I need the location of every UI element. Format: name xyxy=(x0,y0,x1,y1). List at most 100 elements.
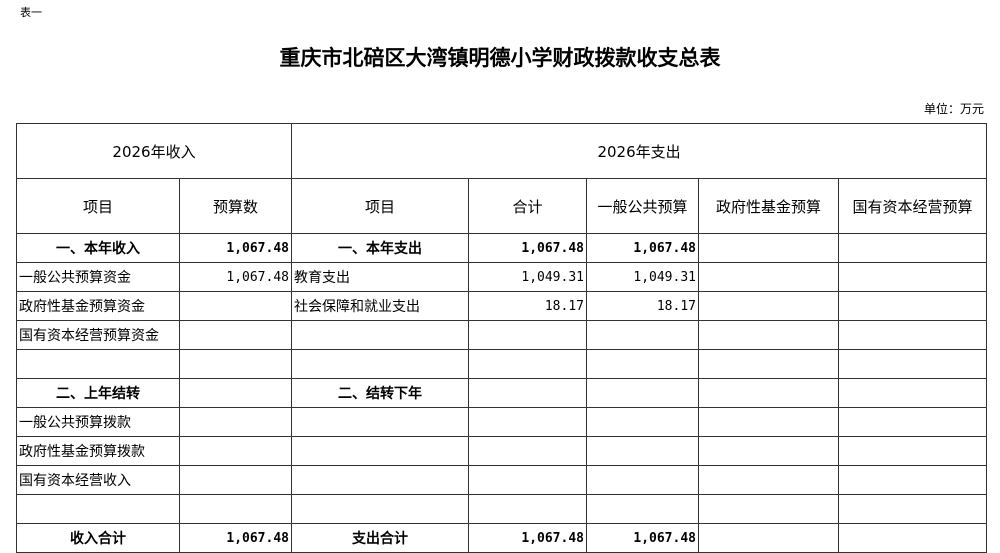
table-cell: 18.17 xyxy=(586,291,699,321)
table-cell xyxy=(468,407,587,437)
table-cell xyxy=(837,349,988,379)
table-cell xyxy=(837,436,988,466)
table-cell xyxy=(698,465,839,495)
table-cell xyxy=(837,378,988,408)
table-cell xyxy=(291,436,469,466)
column-header-row: 项目 预算数 项目 合计 一般公共预算 政府性基金预算 国有资本经营预算 xyxy=(16,178,988,234)
table-cell xyxy=(837,465,988,495)
column-header: 合计 xyxy=(468,178,587,234)
table-cell: 1,067.48 xyxy=(179,262,292,292)
column-header: 预算数 xyxy=(179,178,292,234)
table-row: 政府性基金预算资金 社会保障和就业支出 18.17 18.17 xyxy=(16,291,988,321)
table-cell xyxy=(698,436,839,466)
table-cell xyxy=(837,523,988,553)
table-cell xyxy=(586,378,699,408)
column-header: 一般公共预算 xyxy=(586,178,699,234)
page-title: 重庆市北碚区大湾镇明德小学财政拨款收支总表 xyxy=(279,45,721,70)
table-cell xyxy=(837,262,988,292)
table-cell xyxy=(698,349,839,379)
table-cell xyxy=(291,320,469,350)
table-cell: 国有资本经营收入 xyxy=(16,465,180,495)
table-cell: 一般公共预算拨款 xyxy=(16,407,180,437)
table-cell xyxy=(291,494,469,524)
table-cell: 二、结转下年 xyxy=(291,378,469,408)
table-cell xyxy=(837,291,988,321)
table-cell xyxy=(291,349,469,379)
table-row: 一般公共预算资金 1,067.48 教育支出 1,049.31 1,049.31 xyxy=(16,262,988,292)
table-cell: 18.17 xyxy=(468,291,587,321)
table-cell xyxy=(179,349,292,379)
table-cell xyxy=(698,233,839,263)
table-cell xyxy=(586,494,699,524)
column-header: 项目 xyxy=(16,178,180,234)
table-cell xyxy=(586,320,699,350)
table-cell xyxy=(698,523,839,553)
table-cell xyxy=(179,465,292,495)
table-cell xyxy=(16,349,180,379)
table-cell: 1,067.48 xyxy=(179,523,292,553)
table-cell: 1,067.48 xyxy=(468,523,587,553)
table-cell xyxy=(179,407,292,437)
unit-label: 单位：万元 xyxy=(923,102,984,116)
column-header: 国有资本经营预算 xyxy=(837,178,988,234)
table-cell xyxy=(179,436,292,466)
table-cell xyxy=(179,378,292,408)
table-cell: 一、本年支出 xyxy=(291,233,469,263)
table-cell xyxy=(16,494,180,524)
table-cell: 政府性基金预算拨款 xyxy=(16,436,180,466)
table-row: 二、上年结转 二、结转下年 xyxy=(16,378,988,408)
table-cell xyxy=(837,494,988,524)
column-header: 项目 xyxy=(291,178,469,234)
header-row: 2026年收入 2026年支出 xyxy=(16,123,988,179)
table-cell xyxy=(468,465,587,495)
table-cell xyxy=(179,494,292,524)
table-label: 表一 xyxy=(20,6,42,19)
table-cell: 支出合计 xyxy=(291,523,469,553)
table-cell xyxy=(468,378,587,408)
table-cell xyxy=(837,320,988,350)
table-cell xyxy=(837,407,988,437)
table-row: 政府性基金预算拨款 xyxy=(16,436,988,466)
column-header: 政府性基金预算 xyxy=(698,178,839,234)
table-cell xyxy=(468,320,587,350)
table-cell: 1,049.31 xyxy=(586,262,699,292)
table-cell: 社会保障和就业支出 xyxy=(291,291,469,321)
table-cell: 1,067.48 xyxy=(586,523,699,553)
table-cell xyxy=(468,349,587,379)
expense-header: 2026年支出 xyxy=(290,123,988,179)
table-cell xyxy=(179,291,292,321)
table-cell xyxy=(468,436,587,466)
table-cell xyxy=(468,494,587,524)
table-cell: 收入合计 xyxy=(16,523,180,553)
table-cell: 1,067.48 xyxy=(586,233,699,263)
table-cell xyxy=(837,233,988,263)
table-cell xyxy=(698,407,839,437)
table-cell xyxy=(698,291,839,321)
table-cell xyxy=(698,378,839,408)
table-row: 一般公共预算拨款 xyxy=(16,407,988,437)
table-cell xyxy=(586,436,699,466)
table-cell: 政府性基金预算资金 xyxy=(16,291,180,321)
table-cell: 二、上年结转 xyxy=(16,378,180,408)
table-cell: 1,049.31 xyxy=(468,262,587,292)
table-cell xyxy=(586,349,699,379)
table-row: 国有资本经营收入 xyxy=(16,465,988,495)
table-cell xyxy=(179,320,292,350)
table-cell: 一般公共预算资金 xyxy=(16,262,180,292)
table-cell: 1,067.48 xyxy=(179,233,292,263)
table-cell xyxy=(586,407,699,437)
income-header: 2026年收入 xyxy=(16,123,292,179)
table-cell: 1,067.48 xyxy=(468,233,587,263)
budget-table: 2026年收入 2026年支出 项目 预算数 项目 合计 一般公共预算 政府性基… xyxy=(16,123,988,553)
table-cell xyxy=(698,494,839,524)
table-row: 收入合计 1,067.48 支出合计 1,067.48 1,067.48 xyxy=(16,523,988,553)
table-cell: 国有资本经营预算资金 xyxy=(16,320,180,350)
table-cell: 教育支出 xyxy=(291,262,469,292)
table-cell xyxy=(586,465,699,495)
table-row xyxy=(16,349,988,379)
table-cell xyxy=(291,407,469,437)
table-cell xyxy=(291,465,469,495)
table-cell xyxy=(698,262,839,292)
table-row: 国有资本经营预算资金 xyxy=(16,320,988,350)
table-row xyxy=(16,494,988,524)
